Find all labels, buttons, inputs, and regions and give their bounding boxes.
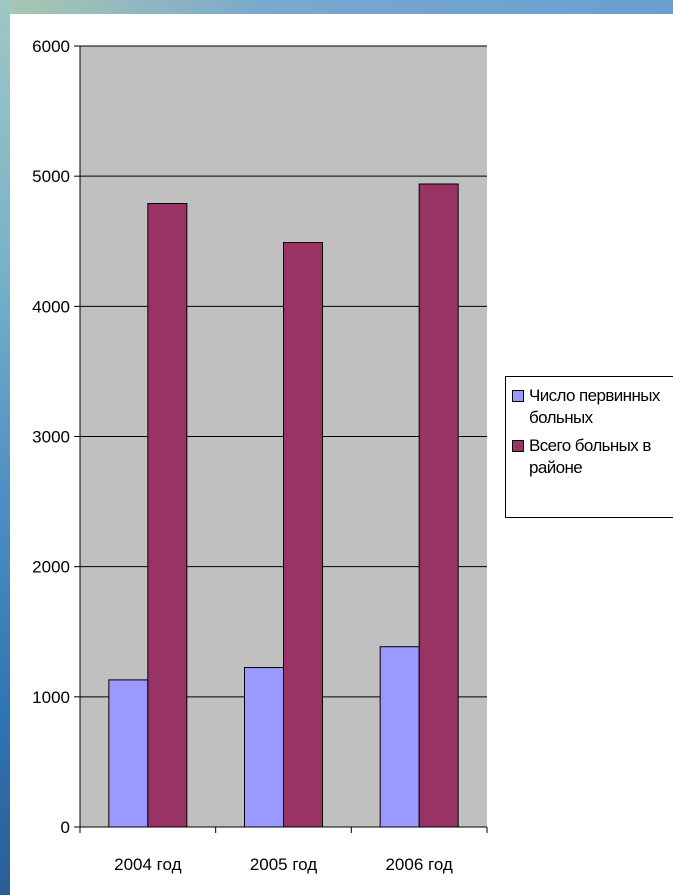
x-category-label: 2005 год <box>250 855 317 874</box>
y-tick-label: 1000 <box>32 688 70 707</box>
bar <box>283 242 323 828</box>
bar <box>379 646 420 828</box>
y-tick-label: 6000 <box>32 37 70 56</box>
legend-item-primary-patients: Число первинных больных <box>512 385 673 429</box>
bar <box>147 203 188 828</box>
bar <box>418 183 459 828</box>
bar-chart: 0 1000 2000 3000 4000 5000 6000 2004 год 2005 го… <box>32 37 488 874</box>
slide-background-strip <box>0 0 12 895</box>
bar <box>244 667 284 828</box>
chart-legend: Число первинных больных Всего больных в … <box>505 376 673 518</box>
x-category-label: 2004 год <box>114 855 181 874</box>
legend-label-primary-patients: Число первинных больных <box>529 386 660 427</box>
legend-swatch-total-patients <box>512 440 524 452</box>
legend-swatch-primary-patients <box>512 390 524 402</box>
y-tick-label: 2000 <box>32 558 70 577</box>
legend-item-total-patients: Всего больных в районе <box>512 435 673 479</box>
x-category-label: 2006 год <box>385 855 452 874</box>
y-tick-label: 0 <box>61 818 70 837</box>
chart-area: 0 1000 2000 3000 4000 5000 6000 2004 год 2005 го… <box>10 14 673 895</box>
bar <box>108 679 149 828</box>
legend-label-total-patients: Всего больных в районе <box>529 436 651 477</box>
y-tick-label: 5000 <box>32 167 70 186</box>
slide-background-top <box>0 0 673 14</box>
y-tick-label: 3000 <box>32 428 70 447</box>
y-tick-label: 4000 <box>32 297 70 316</box>
